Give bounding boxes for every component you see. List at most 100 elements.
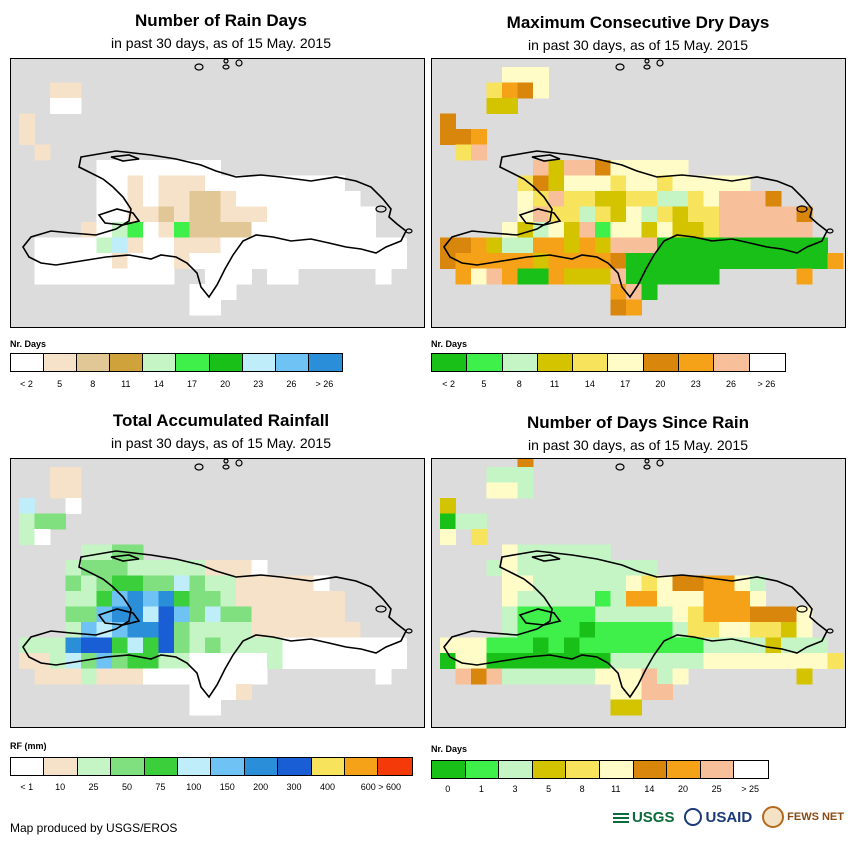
grid-cell — [765, 206, 782, 223]
island-coastline — [531, 554, 561, 562]
grid-cell — [641, 653, 658, 669]
legend-tick-label: 150 — [219, 782, 235, 792]
legend-swatch — [308, 354, 342, 371]
grid-cell — [143, 268, 159, 285]
grid-cell — [65, 482, 82, 499]
legend-swatch — [209, 354, 243, 371]
legend-tick-label: 20 — [655, 379, 666, 389]
legend-tick-label: 14 — [153, 379, 164, 389]
grid-cell — [719, 591, 735, 607]
legend-swatch — [432, 354, 468, 371]
grid-cell — [533, 253, 549, 269]
grid-cell — [750, 622, 766, 638]
grid-cell — [143, 637, 159, 654]
grid-cell — [595, 222, 611, 238]
rain-days-map-svg — [19, 59, 413, 316]
legend-tick-label: 20 — [677, 784, 689, 794]
grid-cell — [344, 191, 361, 207]
grid-cell — [579, 268, 596, 285]
grid-cell — [220, 668, 237, 685]
legend-tick-label: 11 — [121, 379, 131, 389]
logos: USGS USAID FEWS NET — [612, 806, 844, 828]
grid-cell — [688, 606, 704, 623]
rain-days-map — [10, 58, 425, 328]
grid-cell — [657, 253, 673, 269]
coastline — [22, 150, 408, 299]
legend-tick-label: 1 — [478, 784, 484, 794]
grid-cell — [329, 253, 345, 269]
grid-cell — [750, 191, 766, 207]
island-coastline — [531, 154, 561, 162]
grid-cell — [96, 268, 113, 285]
legend-swatch — [667, 761, 701, 778]
grid-cell — [765, 191, 782, 207]
grid-cell — [672, 606, 689, 623]
grid-cell — [440, 498, 456, 514]
grid-cell — [657, 591, 673, 607]
legend-tick-label: < 1 — [20, 782, 34, 792]
grid-cell — [548, 268, 565, 285]
grid-cell — [719, 622, 735, 638]
grid-cell — [112, 560, 128, 576]
grid-cell — [564, 160, 580, 176]
grid-cell — [158, 160, 175, 176]
grid-cell — [329, 206, 345, 223]
legend-tick-label: 26 — [286, 379, 297, 389]
grid-cell — [626, 222, 642, 238]
grid-cell — [174, 206, 190, 223]
grid-cell — [486, 668, 503, 685]
legend-swatch — [532, 761, 567, 778]
grid-cell — [564, 268, 580, 285]
grid-cell — [158, 591, 175, 607]
days-since-rain-title: Number of Days Since Rain — [526, 413, 749, 432]
grid-cell — [533, 67, 549, 83]
legend-tick-label: 300 — [286, 782, 302, 792]
grid-cell — [626, 191, 642, 207]
grid-cell — [267, 237, 283, 254]
grid-cell — [313, 591, 330, 607]
grid-cell — [533, 222, 549, 238]
grid-cell — [360, 253, 376, 269]
grid-cell — [96, 160, 113, 176]
grid-cell — [486, 82, 503, 99]
grid-cell — [471, 668, 487, 685]
grid-cell — [750, 575, 766, 592]
grid-cell — [672, 253, 689, 269]
grid-cell — [50, 637, 66, 654]
grid-cell — [564, 606, 580, 623]
grid-cell — [375, 637, 392, 654]
grid-cell — [220, 175, 237, 192]
grid-cell — [313, 222, 330, 238]
legend-swatch — [11, 758, 45, 775]
legend-tick-label: 23 — [690, 379, 701, 389]
grid-cell — [236, 191, 252, 207]
grid-cell — [112, 191, 128, 207]
grid-cell — [455, 668, 472, 685]
dry-days-map-svg — [440, 59, 844, 316]
grid-cell — [595, 268, 611, 285]
grid-cell — [455, 268, 472, 285]
grid-cell — [298, 237, 314, 254]
grid-cell — [703, 222, 720, 238]
grid-cell — [112, 175, 128, 192]
grid-cell — [236, 206, 252, 223]
grid-cell — [626, 653, 642, 669]
legend-swatch — [278, 758, 312, 775]
grid-cell — [688, 622, 704, 638]
grid-cell — [610, 637, 627, 654]
legend-swatch — [566, 761, 600, 778]
grid-cell — [533, 237, 549, 254]
grid-cell — [158, 606, 175, 623]
rainfall-title: Total Accumulated Rainfall — [112, 411, 330, 430]
grid-cell — [267, 253, 283, 269]
grid-cell — [672, 268, 689, 285]
grid-cell — [502, 268, 518, 285]
grid-cell — [595, 591, 611, 607]
legend-swatch — [143, 354, 177, 371]
grid-cell — [298, 622, 314, 638]
grid-cell — [641, 591, 658, 607]
grid-cell — [313, 653, 330, 669]
grid-cell — [96, 237, 113, 254]
grid-cell — [360, 222, 376, 238]
grid-cell — [344, 222, 361, 238]
